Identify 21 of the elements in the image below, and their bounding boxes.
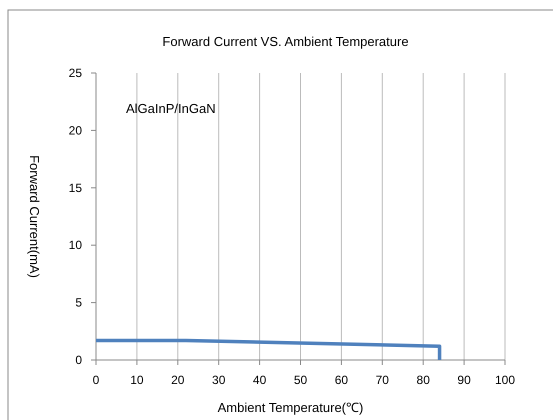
- x-tick-label: 10: [130, 373, 144, 387]
- x-tick-label: 60: [334, 373, 348, 387]
- y-tick-label: 20: [68, 123, 82, 138]
- x-tick-label: 70: [376, 373, 390, 387]
- x-tick-label: 50: [294, 373, 308, 387]
- x-tick-label: 30: [212, 373, 226, 387]
- x-tick-label: 90: [457, 373, 472, 387]
- x-tick-label: 40: [252, 373, 267, 387]
- y-tick-label: 25: [68, 66, 82, 80]
- y-axis-title: Forward Current(mA): [27, 155, 42, 278]
- x-tick-label: 80: [416, 373, 430, 387]
- y-tick-label: 15: [68, 180, 82, 195]
- x-tick-label: 20: [171, 373, 185, 387]
- x-axis-title: Ambient Temperature(℃): [218, 400, 364, 415]
- chart-title: Forward Current VS. Ambient Temperature: [162, 34, 409, 49]
- x-tick-label: 0: [92, 373, 100, 387]
- y-tick-label: 10: [68, 238, 82, 252]
- y-tick-label: 0: [75, 353, 82, 367]
- x-tick-label: 100: [494, 373, 516, 387]
- annotation: AlGaInP/InGaN: [126, 101, 216, 116]
- y-tick-label: 5: [75, 296, 82, 310]
